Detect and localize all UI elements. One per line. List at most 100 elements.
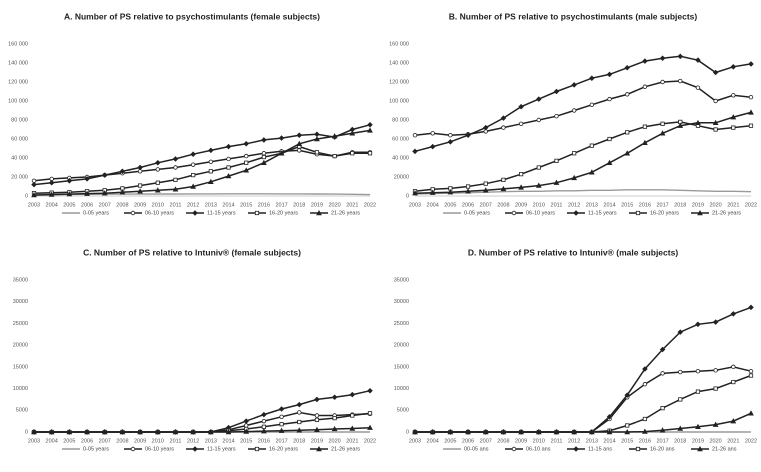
marker — [172, 428, 179, 435]
x-tick-label: 2008 — [497, 438, 509, 444]
marker — [190, 162, 196, 167]
marker — [297, 148, 302, 153]
marker — [367, 411, 373, 416]
marker — [519, 172, 524, 177]
marker — [448, 132, 453, 138]
x-tick-label: 2014 — [222, 438, 234, 444]
marker — [208, 169, 213, 174]
marker — [695, 85, 701, 90]
x-tick-label: 2012 — [187, 438, 199, 444]
y-tick-label: 0 — [406, 193, 409, 199]
marker — [447, 139, 454, 145]
x-tick-label: 2022 — [364, 438, 376, 444]
legend-label: 21-26 years — [331, 446, 360, 452]
y-tick-label: 25000 — [394, 321, 409, 327]
marker — [173, 177, 178, 182]
marker — [712, 319, 719, 325]
marker — [349, 391, 356, 398]
marker — [430, 131, 435, 136]
marker — [511, 446, 517, 452]
marker — [367, 424, 373, 430]
y-tick-label: 0 — [25, 429, 28, 435]
marker — [190, 183, 197, 189]
x-tick-label: 2014 — [222, 202, 234, 208]
x-tick-label: 2021 — [346, 202, 358, 208]
marker — [642, 366, 648, 372]
marker — [314, 426, 320, 433]
marker — [677, 53, 684, 60]
marker — [314, 131, 320, 138]
marker — [244, 160, 249, 165]
marker — [553, 88, 560, 95]
marker — [207, 428, 214, 435]
marker — [624, 150, 631, 156]
x-tick-label: 2022 — [745, 202, 757, 208]
x-tick-label: 2016 — [258, 438, 270, 444]
x-tick-label: 2010 — [533, 438, 545, 444]
marker — [677, 425, 684, 431]
marker — [536, 96, 542, 102]
marker — [518, 121, 524, 126]
x-tick-label: 2020 — [329, 202, 341, 208]
marker — [748, 123, 754, 128]
marker — [208, 147, 214, 154]
x-tick-label: 2009 — [515, 438, 527, 444]
x-tick-label: 2013 — [205, 438, 217, 444]
marker — [677, 329, 684, 335]
marker — [713, 98, 718, 104]
marker — [713, 368, 718, 373]
marker — [635, 446, 641, 452]
y-tick-label: 15000 — [394, 364, 409, 370]
legend-label: 21-26 years — [331, 210, 360, 216]
marker — [501, 125, 506, 130]
marker — [606, 414, 613, 420]
y-tick-label: 5000 — [16, 408, 28, 414]
marker — [190, 151, 196, 157]
marker — [154, 428, 161, 435]
marker — [190, 428, 197, 435]
marker — [712, 119, 719, 126]
x-tick-label: 2009 — [515, 202, 527, 208]
marker — [367, 121, 373, 128]
series-line — [34, 389, 371, 433]
series-line — [415, 306, 752, 433]
marker — [606, 428, 613, 435]
marker — [660, 371, 665, 376]
marker — [625, 423, 630, 428]
marker — [225, 173, 232, 179]
marker — [84, 176, 90, 182]
marker — [465, 132, 471, 138]
series-line — [414, 55, 752, 153]
marker — [695, 119, 701, 126]
series-line — [414, 111, 752, 194]
marker — [660, 121, 665, 126]
x-tick-label: 2015 — [621, 438, 633, 444]
x-tick-label: 2003 — [28, 202, 40, 208]
marker — [465, 184, 471, 189]
x-tick-label: 2016 — [639, 202, 651, 208]
marker — [518, 184, 524, 190]
marker — [48, 191, 55, 197]
marker — [511, 210, 517, 216]
y-tick-label: 20000 — [394, 174, 409, 180]
marker — [642, 84, 648, 89]
marker — [607, 136, 612, 142]
x-tick-label: 2015 — [621, 202, 633, 208]
x-tick-label: 2021 — [727, 438, 739, 444]
marker — [155, 159, 161, 166]
x-tick-label: 2014 — [603, 438, 615, 444]
series-line — [414, 80, 752, 136]
marker — [659, 130, 666, 136]
marker — [642, 382, 648, 387]
marker — [518, 428, 524, 435]
x-tick-label: 2017 — [275, 202, 287, 208]
marker — [331, 425, 338, 432]
x-tick-label: 2021 — [727, 202, 739, 208]
series-line — [415, 374, 752, 433]
marker — [332, 153, 337, 159]
marker — [297, 419, 302, 425]
marker — [137, 428, 143, 435]
chart-title: D. Number of PS relative to Intuniv® (ma… — [468, 247, 678, 257]
legend-label: 16-20 years — [650, 210, 679, 216]
